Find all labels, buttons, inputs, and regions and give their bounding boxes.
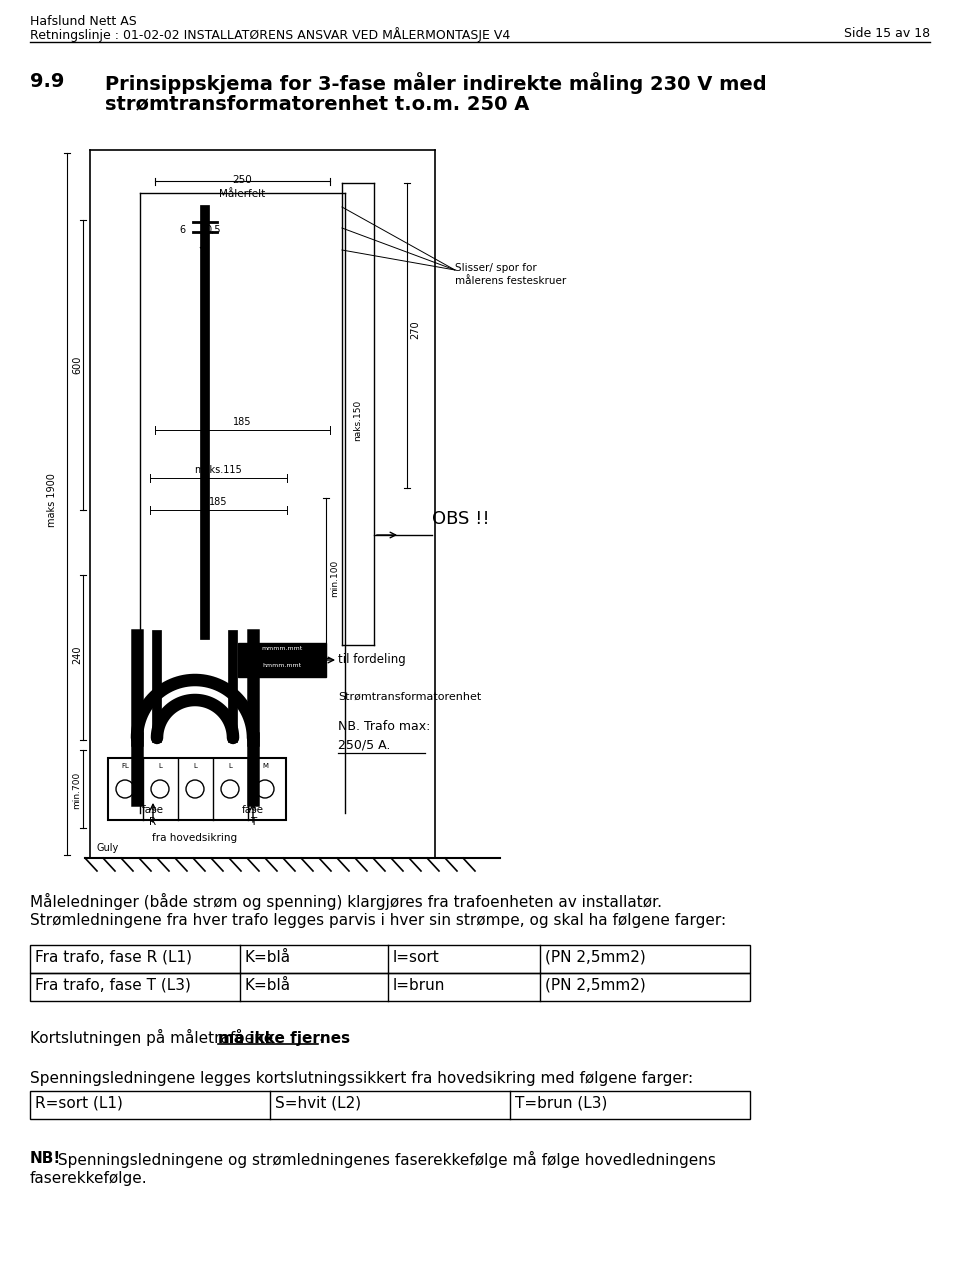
Text: R: R bbox=[150, 817, 156, 827]
Text: maks 1900: maks 1900 bbox=[47, 473, 57, 527]
Bar bbox=[30, 974, 750, 1002]
Bar bbox=[30, 946, 750, 974]
Text: FL: FL bbox=[121, 763, 129, 769]
Text: S=hvit (L2): S=hvit (L2) bbox=[275, 1096, 361, 1111]
Text: 185: 185 bbox=[208, 497, 228, 507]
Text: Fra trafo, fase T (L3): Fra trafo, fase T (L3) bbox=[35, 977, 191, 993]
Text: T: T bbox=[250, 817, 256, 827]
Bar bbox=[238, 660, 326, 677]
Text: til fordeling: til fordeling bbox=[338, 653, 406, 666]
Text: NB!: NB! bbox=[30, 1152, 61, 1166]
Text: 600: 600 bbox=[72, 356, 82, 374]
Text: Kortslutningen på måletrafoene: Kortslutningen på måletrafoene bbox=[30, 1030, 278, 1046]
Text: 240: 240 bbox=[72, 646, 82, 665]
Text: Slisser/ spor for: Slisser/ spor for bbox=[455, 263, 537, 273]
Text: Spenningsledningene legges kortslutningssikkert fra hovedsikring med følgene far: Spenningsledningene legges kortslutnings… bbox=[30, 1071, 693, 1085]
Text: Side 15 av 18: Side 15 av 18 bbox=[844, 27, 930, 39]
Text: K=blå: K=blå bbox=[245, 949, 291, 965]
Text: naks.150: naks.150 bbox=[353, 399, 363, 441]
Text: Retningslinje : 01-02-02 INSTALLATØRENS ANSVAR VED MÅLERMONTASJE V4: Retningslinje : 01-02-02 INSTALLATØRENS … bbox=[30, 27, 511, 42]
Text: L: L bbox=[228, 763, 232, 769]
Text: 0,5: 0,5 bbox=[205, 225, 221, 235]
Text: maks.115: maks.115 bbox=[194, 465, 242, 475]
Text: fra hovedsikring: fra hovedsikring bbox=[153, 833, 237, 843]
Text: Hafslund Nett AS: Hafslund Nett AS bbox=[30, 15, 136, 28]
Text: K=blå: K=blå bbox=[245, 977, 291, 993]
Text: L: L bbox=[158, 763, 162, 769]
Text: 185: 185 bbox=[232, 417, 252, 427]
Text: NB. Trafo max:: NB. Trafo max: bbox=[338, 719, 430, 733]
Text: .: . bbox=[318, 1030, 323, 1043]
Text: M: M bbox=[262, 763, 268, 769]
Text: faserekkefølge.: faserekkefølge. bbox=[30, 1171, 148, 1186]
Bar bbox=[108, 758, 286, 820]
Text: OBS !!: OBS !! bbox=[432, 510, 490, 527]
Text: fase: fase bbox=[242, 805, 264, 815]
Text: Prinsippskjema for 3-fase måler indirekte måling 230 V med: Prinsippskjema for 3-fase måler indirekt… bbox=[105, 72, 767, 94]
Bar bbox=[30, 1091, 750, 1118]
Bar bbox=[238, 643, 326, 660]
Text: 250/5 A.: 250/5 A. bbox=[338, 738, 391, 751]
Text: 9.9: 9.9 bbox=[30, 72, 64, 92]
Text: må ikke fjernes: må ikke fjernes bbox=[218, 1030, 349, 1046]
Text: Strømtransformatorenhet: Strømtransformatorenhet bbox=[338, 691, 481, 702]
Text: 6: 6 bbox=[179, 225, 185, 235]
Text: (PN 2,5mm2): (PN 2,5mm2) bbox=[545, 949, 646, 965]
Text: min.100: min.100 bbox=[330, 559, 340, 596]
Text: målerens festeskruer: målerens festeskruer bbox=[455, 276, 566, 286]
Text: l=brun: l=brun bbox=[393, 977, 445, 993]
Text: strømtransformatorenhet t.o.m. 250 A: strømtransformatorenhet t.o.m. 250 A bbox=[105, 94, 529, 113]
Text: Fra trafo, fase R (L1): Fra trafo, fase R (L1) bbox=[35, 949, 192, 965]
Text: T=brun (L3): T=brun (L3) bbox=[515, 1096, 608, 1111]
Text: R=sort (L1): R=sort (L1) bbox=[35, 1096, 123, 1111]
Text: mmmm.mmt: mmmm.mmt bbox=[261, 646, 302, 651]
Text: 250: 250 bbox=[232, 175, 252, 186]
Text: Målerfelt: Målerfelt bbox=[219, 189, 265, 200]
Text: L: L bbox=[193, 763, 197, 769]
Text: hmmm.mmt: hmmm.mmt bbox=[262, 663, 301, 669]
Text: ↓: ↓ bbox=[197, 240, 207, 253]
Text: Strømledningene fra hver trafo legges parvis i hver sin strømpe, og skal ha følg: Strømledningene fra hver trafo legges pa… bbox=[30, 913, 726, 928]
Text: fase: fase bbox=[142, 805, 164, 815]
Text: l=sort: l=sort bbox=[393, 949, 440, 965]
Text: Guly: Guly bbox=[97, 843, 119, 853]
Text: Spenningsledningene og strømledningenes faserekkefølge må følge hovedledningens: Spenningsledningene og strømledningenes … bbox=[54, 1152, 716, 1168]
Text: Måleledninger (både strøm og spenning) klargjøres fra trafoenheten av installatø: Måleledninger (både strøm og spenning) k… bbox=[30, 894, 662, 910]
Text: min.700: min.700 bbox=[73, 771, 82, 808]
Text: 270: 270 bbox=[410, 320, 420, 339]
Text: (PN 2,5mm2): (PN 2,5mm2) bbox=[545, 977, 646, 993]
